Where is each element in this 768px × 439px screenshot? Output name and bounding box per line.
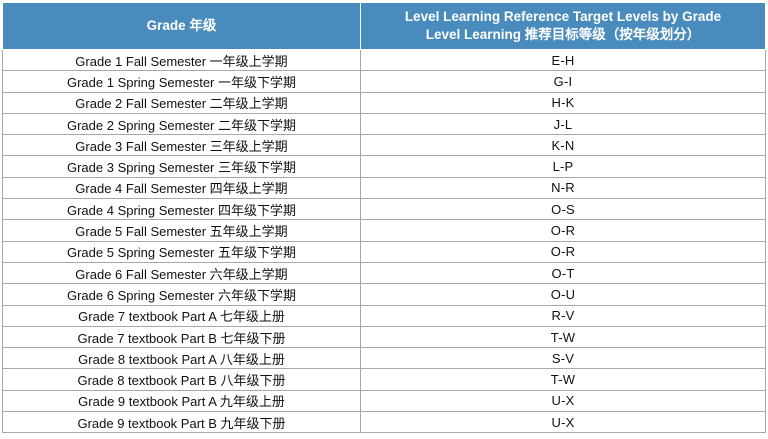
level-cell: T-W bbox=[360, 325, 766, 349]
table-row: Grade 5 Fall Semester 五年级上学期 O-R bbox=[2, 219, 766, 242]
grade-cell: Grade 3 Fall Semester 三年级上学期 bbox=[2, 134, 361, 157]
table-row: Grade 9 textbook Part A 九年级上册 U-X bbox=[2, 389, 766, 413]
table-row: Grade 8 textbook Part B 八年级下册 T-W bbox=[2, 368, 766, 391]
grade-cell: Grade 4 Spring Semester 四年级下学期 bbox=[2, 198, 361, 221]
table-row: Grade 6 Fall Semester 六年级上学期 O-T bbox=[2, 261, 766, 285]
table-row: Grade 2 Spring Semester 二年级下学期 J-L bbox=[2, 112, 766, 136]
level-cell: H-K bbox=[360, 91, 766, 114]
table-row: Grade 9 textbook Part B 九年级下册 U-X bbox=[2, 411, 766, 434]
grade-cell: Grade 7 textbook Part A 七年级上册 bbox=[2, 304, 361, 327]
grade-cell: Grade 4 Fall Semester 四年级上学期 bbox=[2, 176, 361, 200]
level-column-header: Level Learning Reference Target Levels b… bbox=[360, 2, 766, 50]
level-header-line-1: Level Learning Reference Target Levels b… bbox=[404, 9, 722, 24]
level-cell: G-I bbox=[360, 70, 766, 93]
table-row: Grade 3 Spring Semester 三年级下学期 L-P bbox=[2, 155, 766, 178]
grade-cell: Grade 8 textbook Part B 八年级下册 bbox=[2, 368, 361, 391]
level-cell: O-R bbox=[360, 240, 766, 263]
level-cell: N-R bbox=[360, 176, 766, 200]
level-cell: O-S bbox=[360, 198, 766, 221]
grade-column-header: Grade 年级 bbox=[2, 2, 361, 50]
level-cell: R-V bbox=[360, 304, 766, 327]
grade-cell: Grade 7 textbook Part B 七年级下册 bbox=[2, 325, 361, 349]
table-body: Grade 1 Fall Semester 一年级上学期 E-H Grade 1 S… bbox=[2, 48, 766, 434]
level-cell: L-P bbox=[360, 155, 766, 178]
grade-level-table: Grade 年级 Level Learning Reference Target… bbox=[2, 2, 766, 434]
level-header-line-2: Level Learning 推荐目标等级（按年级划分） bbox=[425, 27, 701, 42]
level-cell: T-W bbox=[360, 368, 766, 391]
grade-cell: Grade 9 textbook Part A 九年级上册 bbox=[2, 389, 361, 413]
table-row: Grade 7 textbook Part A 七年级上册 R-V bbox=[2, 304, 766, 327]
level-cell: J-L bbox=[360, 112, 766, 136]
level-cell: O-U bbox=[360, 283, 766, 306]
grade-cell: Grade 2 Spring Semester 二年级下学期 bbox=[2, 112, 361, 136]
grade-cell: Grade 3 Spring Semester 三年级下学期 bbox=[2, 155, 361, 178]
level-cell: O-R bbox=[360, 219, 766, 242]
grade-cell: Grade 9 textbook Part B 九年级下册 bbox=[2, 411, 361, 434]
table-row: Grade 4 Spring Semester 四年级下学期 O-S bbox=[2, 198, 766, 221]
level-cell: O-T bbox=[360, 261, 766, 285]
level-cell: S-V bbox=[360, 347, 766, 370]
grade-cell: Grade 5 Spring Semester 五年级下学期 bbox=[2, 240, 361, 263]
grade-cell: Grade 1 Spring Semester 一年级下学期 bbox=[2, 70, 361, 93]
table-row: Grade 5 Spring Semester 五年级下学期 O-R bbox=[2, 240, 766, 263]
table-row: Grade 2 Fall Semester 二年级上学期 H-K bbox=[2, 91, 766, 114]
grade-cell: Grade 8 textbook Part A 八年级上册 bbox=[2, 347, 361, 370]
level-cell: E-H bbox=[360, 48, 766, 72]
table-row: Grade 4 Fall Semester 四年级上学期 N-R bbox=[2, 176, 766, 200]
header-row: Grade 年级 Level Learning Reference Target… bbox=[2, 2, 766, 50]
table-header: Grade 年级 Level Learning Reference Target… bbox=[2, 2, 766, 50]
grade-cell: Grade 6 Fall Semester 六年级上学期 bbox=[2, 261, 361, 285]
level-cell: U-X bbox=[360, 389, 766, 413]
table-row: Grade 1 Spring Semester 一年级下学期 G-I bbox=[2, 70, 766, 93]
grade-cell: Grade 1 Fall Semester 一年级上学期 bbox=[2, 48, 361, 72]
level-cell: U-X bbox=[360, 411, 766, 434]
table-row: Grade 6 Spring Semester 六年级下学期 O-U bbox=[2, 283, 766, 306]
grade-cell: Grade 6 Spring Semester 六年级下学期 bbox=[2, 283, 361, 306]
grade-cell: Grade 2 Fall Semester 二年级上学期 bbox=[2, 91, 361, 114]
table-row: Grade 1 Fall Semester 一年级上学期 E-H bbox=[2, 48, 766, 72]
level-cell: K-N bbox=[360, 134, 766, 157]
table-row: Grade 3 Fall Semester 三年级上学期 K-N bbox=[2, 134, 766, 157]
grade-cell: Grade 5 Fall Semester 五年级上学期 bbox=[2, 219, 361, 242]
table-row: Grade 8 textbook Part A 八年级上册 S-V bbox=[2, 347, 766, 370]
table-row: Grade 7 textbook Part B 七年级下册 T-W bbox=[2, 325, 766, 349]
